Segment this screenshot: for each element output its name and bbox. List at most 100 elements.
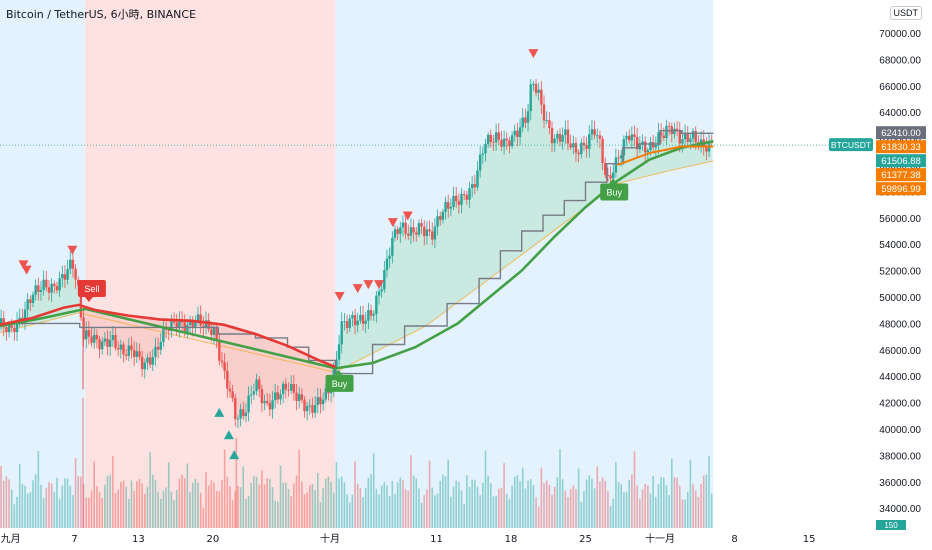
candle-body xyxy=(383,270,386,290)
candle-body xyxy=(260,389,264,404)
candle-body xyxy=(159,341,162,350)
volume-bar xyxy=(420,502,423,528)
candle-body xyxy=(473,184,477,188)
candle-body xyxy=(231,391,234,399)
candle-body xyxy=(247,395,250,413)
bear-fill xyxy=(80,305,334,418)
candle-body xyxy=(319,397,322,405)
candle-body xyxy=(510,135,514,147)
volume-bar xyxy=(415,478,418,528)
candle-body xyxy=(263,401,266,404)
candle-body xyxy=(556,133,559,139)
volume-bar xyxy=(655,497,657,528)
candle-body xyxy=(359,314,362,321)
candle-body xyxy=(596,135,599,137)
volume-bar xyxy=(104,484,106,528)
volume-bar xyxy=(114,492,117,528)
sell-signal-marker xyxy=(352,284,363,294)
volume-bar xyxy=(316,472,319,528)
volume-bar xyxy=(394,493,396,528)
x-tick-label: 7 xyxy=(71,534,77,545)
candle-body xyxy=(441,211,445,220)
sell-signal-marker xyxy=(18,260,29,270)
volume-bar xyxy=(338,478,340,528)
y-tick-label: 44000.00 xyxy=(879,372,921,383)
volume-bar xyxy=(391,481,394,528)
candle-body xyxy=(252,391,256,395)
candle-body xyxy=(651,141,655,148)
regime-background-1 xyxy=(85,0,336,528)
volume-bar xyxy=(585,479,588,528)
signal-text: Sell xyxy=(84,284,99,294)
volume-bar xyxy=(18,463,21,528)
sell-signal-marker xyxy=(528,49,539,59)
volume-bar xyxy=(80,476,82,528)
candle-body xyxy=(625,135,628,140)
candle-body xyxy=(0,318,3,324)
candle-body xyxy=(542,104,546,121)
candle-body xyxy=(399,227,402,234)
volume-bar xyxy=(146,486,149,528)
candle-body xyxy=(548,120,551,129)
volume-bar xyxy=(205,472,207,528)
volume-bar xyxy=(548,484,551,528)
candle-body xyxy=(375,295,378,315)
candle-body xyxy=(335,359,338,370)
candle-body xyxy=(433,226,437,240)
candle-body xyxy=(74,268,77,280)
volume-bar xyxy=(450,496,452,528)
candle-body xyxy=(614,157,618,173)
candle-body xyxy=(361,314,365,324)
volume-bar xyxy=(689,459,692,528)
candle-body xyxy=(385,258,389,271)
candle-body xyxy=(119,344,123,350)
candle-body xyxy=(638,144,642,150)
candle-body xyxy=(431,231,434,240)
candle-body xyxy=(29,299,32,303)
volume-bar xyxy=(42,497,45,528)
volume-bar xyxy=(266,478,269,528)
volume-bar xyxy=(423,494,426,528)
volume-bar xyxy=(458,481,460,528)
x-tick-label: 8 xyxy=(731,534,737,545)
candle-body xyxy=(82,317,85,340)
candle-body xyxy=(465,195,469,200)
volume-bar xyxy=(106,475,109,528)
volume-bar xyxy=(684,499,686,528)
volume-bar xyxy=(330,481,332,528)
candle-body xyxy=(439,216,442,220)
y-tick-label: 66000.00 xyxy=(879,82,921,93)
volume-bar xyxy=(479,495,481,528)
candle-body xyxy=(50,283,53,293)
candle-body xyxy=(588,134,591,149)
candle-body xyxy=(582,142,586,146)
price-label-box xyxy=(876,140,926,154)
volume-bar xyxy=(34,474,37,528)
volume-bar xyxy=(545,480,548,528)
volume-bar xyxy=(287,489,290,528)
candle-body xyxy=(66,268,69,280)
volume-bar xyxy=(207,485,210,528)
volume-bar xyxy=(8,479,10,528)
volume-bar xyxy=(524,488,527,528)
candle-body xyxy=(617,157,620,159)
volume-bar xyxy=(199,492,202,528)
candle-body xyxy=(167,329,170,331)
candle-body xyxy=(500,139,503,147)
candle-body xyxy=(135,351,139,357)
y-tick-label: 70000.00 xyxy=(879,29,921,40)
candle-body xyxy=(223,362,226,371)
volume-bar xyxy=(210,480,213,528)
volume-bar xyxy=(601,477,604,528)
candle-body xyxy=(162,326,165,342)
volume-bar xyxy=(13,504,16,528)
volume-bar xyxy=(293,483,295,528)
volume-bar xyxy=(346,494,348,528)
candle-body xyxy=(85,330,88,340)
volume-bar xyxy=(226,476,229,528)
signal-pointer xyxy=(334,369,343,375)
volume-bar xyxy=(343,482,346,528)
candle-body xyxy=(518,127,522,138)
currency-badge[interactable]: USDT xyxy=(889,6,922,20)
